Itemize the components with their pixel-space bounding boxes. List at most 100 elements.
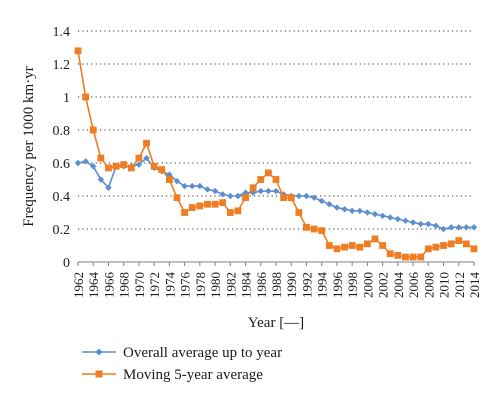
y-tick-label: 1 <box>63 91 70 106</box>
legend-marker-square <box>95 370 103 378</box>
data-point-diamond <box>272 187 280 195</box>
data-point-diamond <box>181 182 188 190</box>
data-point-square <box>242 194 249 202</box>
data-point-square <box>462 240 470 248</box>
x-tick-label: 1966 <box>101 272 116 299</box>
x-tick-label: 1994 <box>315 272 330 299</box>
data-point-diamond <box>135 161 143 168</box>
data-point-diamond <box>447 224 455 231</box>
x-tick-label: 1988 <box>269 272 284 298</box>
data-point-square <box>112 162 120 170</box>
data-point-diamond <box>227 192 234 200</box>
data-point-diamond <box>455 224 462 231</box>
y-tick-label: 1.4 <box>53 25 71 40</box>
data-point-square <box>257 176 265 183</box>
series-moving-average <box>74 47 478 261</box>
x-tick-label: 2008 <box>421 272 436 298</box>
x-tick-label: 2002 <box>376 272 391 298</box>
data-point-diamond <box>364 209 371 216</box>
data-point-square <box>386 250 394 258</box>
x-tick-label: 1980 <box>208 272 223 298</box>
data-point-diamond <box>97 176 105 183</box>
data-point-square <box>89 126 97 134</box>
data-point-square <box>295 209 303 216</box>
gridlines <box>78 30 474 230</box>
data-point-square <box>333 245 341 253</box>
data-point-diamond <box>333 204 341 211</box>
data-point-diamond <box>143 154 150 162</box>
data-point-diamond <box>409 219 417 226</box>
data-point-square <box>303 223 310 231</box>
data-point-square <box>143 139 150 147</box>
data-point-square <box>402 253 409 261</box>
x-tick-label: 1976 <box>178 272 193 299</box>
data-point-diamond <box>394 215 402 223</box>
x-tick-label: 1996 <box>330 272 345 299</box>
data-point-square <box>318 227 326 235</box>
data-point-diamond <box>219 191 226 198</box>
data-point-square <box>188 204 196 211</box>
legend-item-overall: Overall average up to year <box>82 345 282 361</box>
x-tick-label: 1984 <box>239 272 254 299</box>
data-point-diamond <box>310 194 318 201</box>
data-point-square <box>432 243 440 251</box>
data-point-square <box>249 184 257 192</box>
legend-marker-diamond <box>95 348 103 356</box>
data-point-diamond <box>356 207 363 215</box>
data-point-diamond <box>470 224 478 231</box>
data-point-square <box>424 245 432 253</box>
series-overall-average <box>74 154 478 233</box>
x-tick-label: 1998 <box>345 272 360 298</box>
data-point-square <box>158 166 166 173</box>
data-point-diamond <box>425 220 432 228</box>
data-point-square <box>120 161 128 169</box>
data-point-square <box>165 176 173 183</box>
x-axis-label: Year [—] <box>248 315 304 331</box>
data-point-square <box>409 253 417 261</box>
x-tick-label: 1978 <box>193 272 208 298</box>
data-point-square <box>226 209 234 216</box>
x-tick-label: 1968 <box>117 272 132 298</box>
y-tick-label: 0 <box>63 256 70 271</box>
y-tick-label: 0.2 <box>53 223 71 238</box>
x-tick-label: 2000 <box>360 272 375 298</box>
data-point-square <box>470 245 478 253</box>
data-point-square <box>173 194 181 202</box>
data-point-square <box>310 225 318 233</box>
data-point-square <box>325 242 333 249</box>
x-tick-label: 1964 <box>86 272 101 299</box>
data-point-diamond <box>348 207 356 215</box>
data-point-diamond <box>173 177 181 185</box>
data-point-diamond <box>189 182 196 190</box>
x-tick-label: 2004 <box>391 272 406 299</box>
data-point-square <box>127 164 135 172</box>
data-point-diamond <box>326 201 333 208</box>
x-tick-label: 1982 <box>223 272 238 298</box>
y-tick-label: 1.2 <box>53 58 71 73</box>
data-point-square <box>417 253 425 261</box>
data-point-square <box>105 164 112 172</box>
data-point-square <box>219 199 227 206</box>
x-tick-label: 1972 <box>147 272 162 298</box>
legend-item-moving: Moving 5-year average <box>82 367 263 383</box>
x-tick-label: 2006 <box>406 272 421 299</box>
data-point-square <box>341 243 348 251</box>
data-point-diamond <box>105 184 112 191</box>
data-point-diamond <box>196 182 204 190</box>
data-point-diamond <box>74 159 82 167</box>
data-point-square <box>264 169 272 177</box>
data-point-square <box>150 162 158 170</box>
data-point-square <box>74 47 82 55</box>
x-tick-label: 1992 <box>299 272 314 298</box>
x-tick-label: 1962 <box>71 272 86 298</box>
legend: Overall average up to year Moving 5-year… <box>82 345 282 383</box>
data-point-square <box>135 154 143 162</box>
data-point-square <box>371 235 379 243</box>
data-point-square <box>363 240 371 248</box>
data-point-square <box>447 240 455 248</box>
y-tick-label: 0.6 <box>53 157 71 172</box>
data-point-diamond <box>371 210 379 218</box>
data-point-diamond <box>303 192 310 200</box>
